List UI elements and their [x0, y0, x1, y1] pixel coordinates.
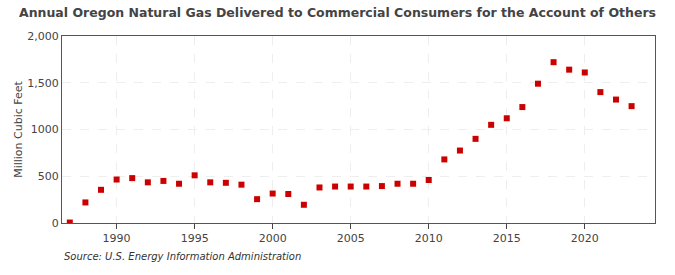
- svg-text:2005: 2005: [337, 232, 365, 245]
- svg-text:2,000: 2,000: [27, 30, 59, 43]
- svg-text:2020: 2020: [571, 232, 599, 245]
- svg-text:2010: 2010: [415, 232, 443, 245]
- svg-text:Million Cubic Feet: Million Cubic Feet: [12, 80, 25, 177]
- svg-text:Source: U.S. Energy Informatio: Source: U.S. Energy Information Administ…: [64, 251, 301, 262]
- svg-text:2000: 2000: [259, 232, 287, 245]
- svg-text:2015: 2015: [493, 232, 521, 245]
- svg-text:Annual Oregon Natural Gas Deli: Annual Oregon Natural Gas Delivered to C…: [19, 5, 656, 20]
- svg-text:500: 500: [38, 170, 59, 183]
- svg-text:1000: 1000: [31, 123, 59, 136]
- svg-text:0: 0: [52, 217, 59, 230]
- svg-text:1990: 1990: [103, 232, 131, 245]
- svg-text:1,500: 1,500: [27, 77, 59, 90]
- svg-text:1995: 1995: [181, 232, 209, 245]
